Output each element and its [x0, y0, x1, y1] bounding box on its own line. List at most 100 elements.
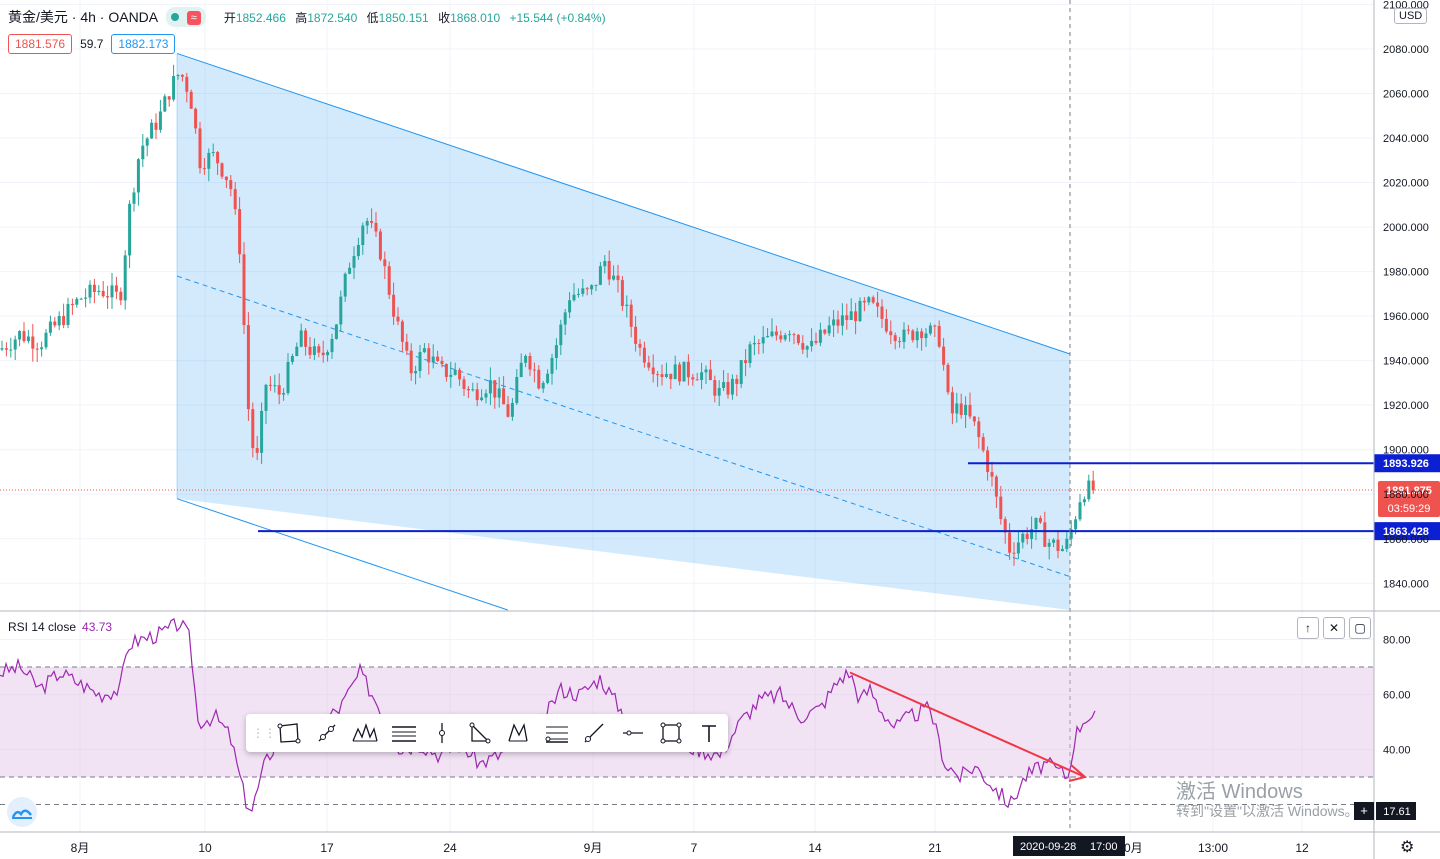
candle: [251, 402, 255, 458]
candle-body: [1025, 533, 1029, 539]
parallel-channel-icon[interactable]: [385, 714, 423, 752]
candle: [651, 354, 655, 383]
candle: [150, 119, 154, 139]
candle-body: [141, 145, 145, 160]
candle: [295, 342, 299, 357]
candle-body: [383, 259, 387, 267]
tradingview-logo-icon[interactable]: [7, 797, 37, 827]
candle-body: [739, 360, 743, 384]
candle-body: [400, 321, 404, 342]
candle: [638, 339, 642, 357]
candle-body: [145, 138, 149, 146]
settings-gear-icon[interactable]: ⚙: [1400, 839, 1415, 856]
candle-body: [814, 340, 818, 343]
buy-price-button[interactable]: 1882.173: [111, 34, 176, 54]
price-tick-label: 2020.000: [1383, 178, 1429, 190]
ohlc-change: +15.544 (+0.84%): [509, 10, 606, 25]
candle: [937, 320, 941, 349]
candle: [290, 353, 294, 365]
candle-body: [1091, 480, 1095, 491]
sell-price-button[interactable]: 1881.576: [8, 34, 73, 54]
candle-body: [638, 343, 642, 348]
ray-icon[interactable]: [575, 714, 613, 752]
candle: [713, 375, 717, 403]
channel-fill: [177, 53, 1070, 610]
candle-body: [374, 222, 378, 232]
plus-icon: +: [1360, 803, 1368, 818]
rsi-tick-label: 40.00: [1383, 745, 1411, 757]
maximize-pane-button[interactable]: ▢: [1349, 617, 1371, 639]
candle-body: [990, 472, 994, 477]
candle: [9, 337, 13, 358]
candle: [669, 373, 673, 390]
candle: [876, 291, 880, 318]
candle: [682, 361, 686, 382]
candle-body: [40, 347, 44, 350]
market-status-pill[interactable]: ≈: [166, 7, 206, 27]
candle: [999, 485, 1003, 525]
currency-label[interactable]: USD: [1394, 8, 1428, 24]
candle: [629, 299, 633, 338]
candle: [334, 324, 338, 340]
grid-lines: [0, 0, 1374, 832]
fib-icon[interactable]: [537, 714, 575, 752]
candle: [497, 377, 501, 408]
candle-body: [805, 346, 809, 350]
pattern-icon[interactable]: [346, 714, 384, 752]
candle-body: [106, 296, 110, 298]
text-tool-icon[interactable]: [690, 714, 728, 752]
candle-body: [911, 330, 915, 341]
candle: [216, 150, 220, 176]
price-tick-label: 2040.000: [1383, 133, 1429, 145]
candle-body: [664, 373, 668, 377]
candle-body: [180, 74, 184, 77]
parallel-channel-drawing[interactable]: [176, 52, 1071, 611]
candle-body: [915, 331, 919, 341]
candle: [867, 295, 871, 306]
xabcd-icon[interactable]: [499, 714, 537, 752]
candle-body: [563, 312, 567, 325]
close-pane-button[interactable]: ✕: [1323, 617, 1345, 639]
candle-body: [295, 346, 299, 356]
candle: [823, 328, 827, 336]
candle: [449, 361, 453, 388]
triangle-tool-icon[interactable]: [461, 714, 499, 752]
candle-body: [361, 225, 365, 245]
candle: [0, 340, 4, 352]
candle: [268, 376, 272, 392]
candle-body: [97, 290, 101, 292]
rectangle-tool-icon[interactable]: [270, 714, 308, 752]
candle: [700, 362, 704, 390]
symbol-title[interactable]: 黄金/美元 · 4h · OANDA: [8, 9, 159, 25]
candle: [880, 299, 884, 328]
candle: [717, 380, 721, 406]
candle: [928, 322, 932, 336]
box-icon[interactable]: [652, 714, 690, 752]
candle: [704, 365, 708, 385]
candle-body: [673, 364, 677, 380]
trend-line-icon[interactable]: [308, 714, 346, 752]
candle: [1043, 511, 1047, 548]
horizontal-line-icon[interactable]: [614, 714, 652, 752]
candle-body: [273, 385, 277, 387]
move-pane-up-button[interactable]: ↑: [1297, 617, 1319, 639]
rsi-tick-label: 60.00: [1383, 690, 1411, 702]
candle-body: [942, 346, 946, 365]
price-level-lines[interactable]: 1893.926 1863.428 1881.875 03:59:29: [0, 0, 1440, 832]
time-tick-label: 21: [928, 841, 942, 855]
candle-body: [796, 334, 800, 344]
drag-handle-icon[interactable]: ⋮⋮: [252, 726, 276, 740]
candle-body: [488, 380, 492, 394]
candle: [1091, 470, 1095, 494]
candle: [664, 362, 668, 379]
candle-body: [554, 345, 558, 358]
time-tick-label: 14: [808, 841, 822, 855]
candle-body: [471, 389, 475, 391]
candle-body: [515, 377, 519, 404]
vertical-line-icon[interactable]: [423, 714, 461, 752]
candle-body: [286, 361, 290, 394]
candle-body: [559, 324, 563, 346]
candle-body: [713, 380, 717, 396]
candle: [625, 295, 629, 318]
